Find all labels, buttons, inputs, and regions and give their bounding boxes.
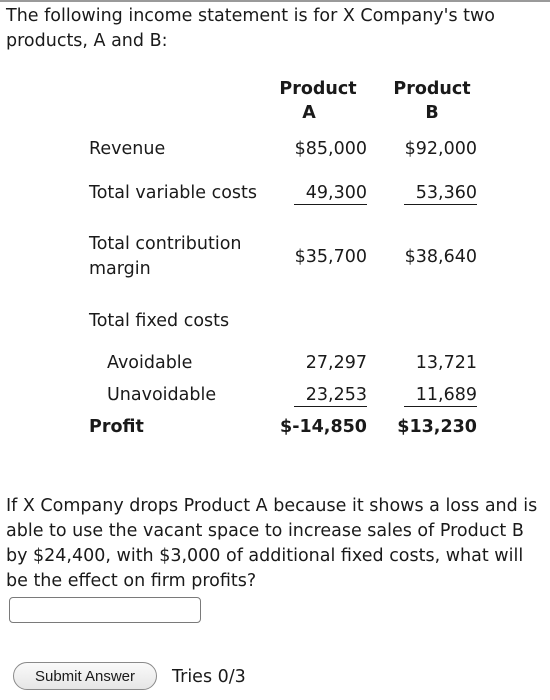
table-row-total-contribution-margin: Total contribution margin $35,700 $38,64…	[89, 234, 477, 279]
table-row-revenue: Revenue $85,000 $92,000	[89, 138, 477, 159]
top-divider	[0, 0, 550, 2]
question-text: If X Company drops Product A because it …	[6, 496, 538, 591]
table-row-total-variable-costs: Total variable costs 49,300 53,360	[89, 182, 477, 205]
income-statement-table: Product A Product B Revenue $85,000 $92,…	[83, 77, 497, 443]
header-product-b: Product B	[393, 79, 471, 123]
answer-input[interactable]	[9, 597, 201, 623]
table-header-row: Product A Product B	[83, 77, 497, 131]
table-row-total-fixed-costs: Total fixed costs	[89, 310, 230, 331]
table-row-avoidable: Avoidable 27,297 13,721	[107, 352, 477, 373]
table-row-unavoidable: Unavoidable 23,253 11,689	[107, 384, 477, 407]
submit-answer-button[interactable]: Submit Answer	[13, 662, 157, 690]
intro-text: The following income statement is for X …	[6, 6, 496, 51]
tries-counter: Tries 0/3	[172, 667, 246, 687]
table-row-profit: Profit $-14,850 $13,230	[89, 416, 477, 437]
header-product-a: Product A	[279, 79, 357, 123]
